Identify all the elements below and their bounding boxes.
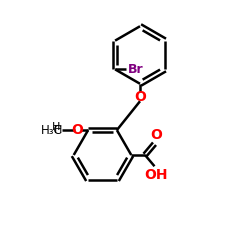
Text: O: O xyxy=(134,90,146,104)
Text: H: H xyxy=(52,122,60,132)
Text: O: O xyxy=(72,123,84,137)
Text: H₃C: H₃C xyxy=(40,124,62,136)
Text: Br: Br xyxy=(128,63,143,76)
Text: O: O xyxy=(150,128,162,142)
Text: OH: OH xyxy=(144,168,168,182)
Text: H: H xyxy=(54,125,62,135)
